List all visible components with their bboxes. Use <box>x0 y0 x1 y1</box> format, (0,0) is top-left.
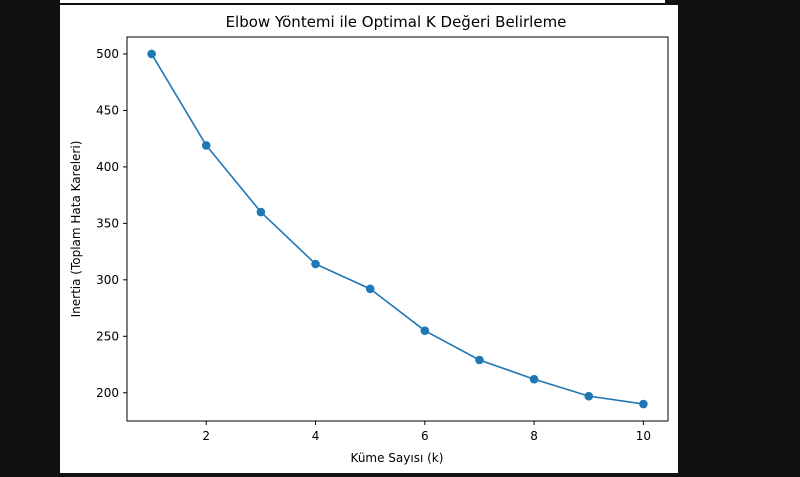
series-layer <box>147 49 648 409</box>
data-point <box>420 326 430 335</box>
y-tick-label: 450 <box>96 103 119 117</box>
data-point <box>365 284 375 294</box>
top-border-strip <box>60 0 665 3</box>
x-tick-label: 10 <box>636 429 651 443</box>
elbow-chart: Elbow Yöntemi ile Optimal K Değeri Belir… <box>69 13 669 465</box>
series-line <box>150 53 644 405</box>
plot-frame <box>126 36 669 422</box>
x-tick-label: 6 <box>421 429 429 443</box>
data-point <box>256 207 266 217</box>
data-point <box>475 355 484 365</box>
y-tick-label: 250 <box>96 329 119 343</box>
x-tick-label: 2 <box>202 429 210 443</box>
y-tick-label: 350 <box>96 216 119 230</box>
x-axis-label: Küme Sayısı (k) <box>351 451 444 465</box>
x-tick-label: 8 <box>530 429 538 443</box>
y-tick-label: 400 <box>96 160 119 174</box>
x-tick-label: 4 <box>312 429 320 443</box>
y-tick-label: 200 <box>96 386 119 400</box>
data-point <box>584 391 594 401</box>
y-axis-ticks: 200 250 300 350 400 450 500 <box>96 47 127 400</box>
figure-canvas: Elbow Yöntemi ile Optimal K Değeri Belir… <box>60 5 678 473</box>
data-point <box>529 374 539 384</box>
x-axis-ticks: 2 4 6 8 10 <box>202 421 651 443</box>
y-axis-label: Inertia (Toplam Hata Kareleri) <box>69 141 83 318</box>
data-point <box>147 49 156 59</box>
data-point <box>201 141 211 150</box>
data-point <box>311 259 320 269</box>
y-tick-label: 300 <box>96 273 119 287</box>
data-point <box>639 399 648 409</box>
y-tick-label: 500 <box>96 47 119 61</box>
chart-title: Elbow Yöntemi ile Optimal K Değeri Belir… <box>226 13 567 31</box>
